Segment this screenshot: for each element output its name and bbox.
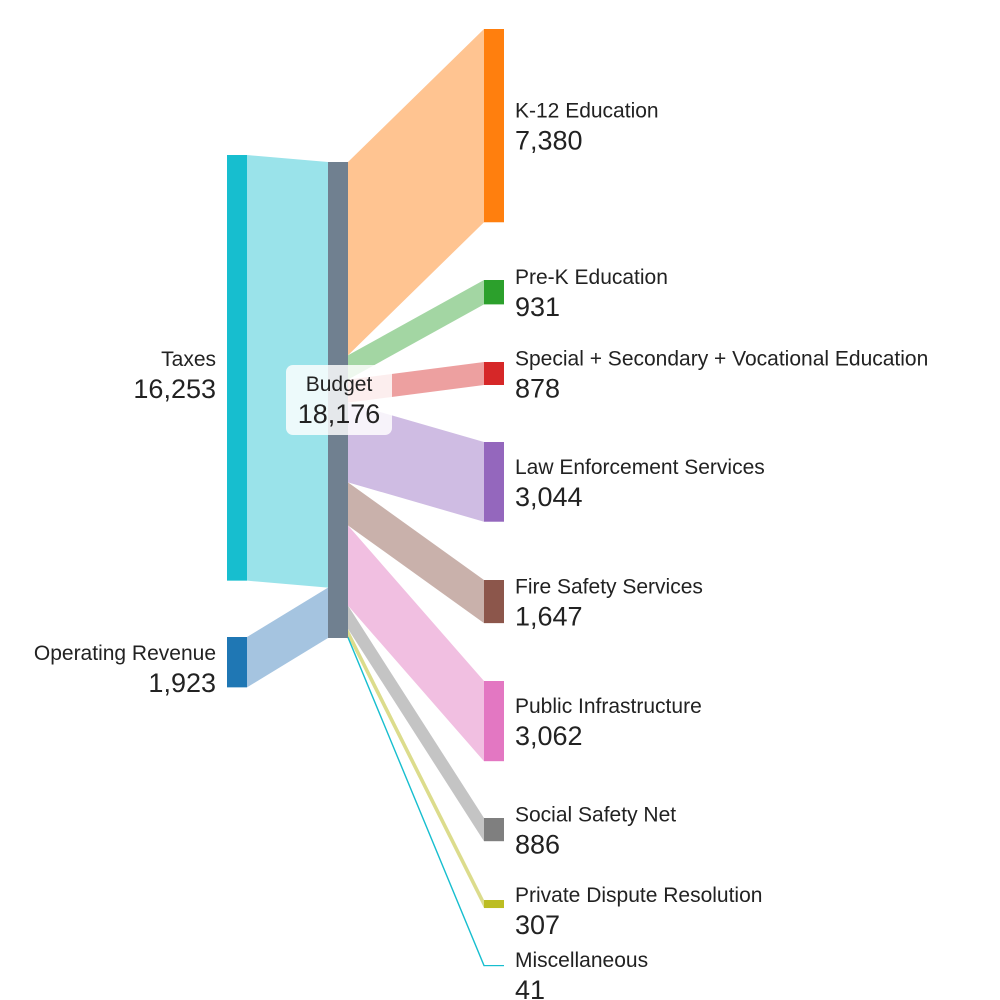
node-infra — [484, 681, 504, 762]
sankey-links — [247, 29, 485, 967]
label-law-value: 3,044 — [515, 482, 583, 512]
node-opr — [227, 637, 247, 688]
label-ssv-name: Special + Secondary + Vocational Educati… — [515, 347, 928, 370]
link-budget-to-social — [348, 605, 484, 842]
label-k12-value: 7,380 — [515, 126, 583, 156]
sankey-labels: Taxes 16,253 Operating Revenue 1,923 Budget 1… — [34, 100, 928, 1000]
label-fire-name: Fire Safety Services — [515, 576, 703, 599]
link-opr-to-budget — [247, 587, 328, 688]
label-infra-value: 3,062 — [515, 721, 583, 751]
label-budget-value: 18,176 — [298, 399, 381, 429]
node-fire — [484, 580, 504, 624]
link-budget-to-infra — [348, 525, 484, 762]
link-budget-to-k12 — [348, 29, 484, 356]
sankey-nodes — [227, 29, 504, 967]
label-opr-name: Operating Revenue — [34, 642, 216, 665]
label-prek-value: 931 — [515, 292, 560, 322]
node-social — [484, 818, 504, 842]
label-taxes-value: 16,253 — [133, 374, 216, 404]
label-fire-value: 1,647 — [515, 602, 583, 632]
node-law — [484, 442, 504, 522]
label-prek-name: Pre-K Education — [515, 266, 668, 289]
label-ssv-value: 878 — [515, 373, 560, 403]
node-k12 — [484, 29, 504, 223]
node-pdr — [484, 900, 504, 909]
label-social-value: 886 — [515, 830, 560, 860]
node-prek — [484, 280, 504, 305]
link-budget-to-prek — [348, 280, 484, 380]
budget-label-background — [286, 365, 392, 435]
link-budget-to-pdr — [348, 628, 484, 909]
node-misc — [484, 965, 504, 967]
label-social-name: Social Safety Net — [515, 804, 676, 827]
node-taxes — [227, 155, 247, 581]
label-infra-name: Public Infrastructure — [515, 695, 702, 718]
label-opr-value: 1,923 — [148, 668, 216, 698]
label-law-name: Law Enforcement Services — [515, 456, 765, 479]
link-budget-to-fire — [348, 482, 484, 624]
label-misc-name: Miscellaneous — [515, 949, 648, 972]
label-taxes-name: Taxes — [161, 348, 216, 371]
label-pdr-value: 307 — [515, 910, 560, 940]
label-pdr-name: Private Dispute Resolution — [515, 884, 762, 907]
label-budget-name: Budget — [306, 373, 373, 396]
node-ssv — [484, 362, 504, 385]
label-k12-name: K-12 Education — [515, 100, 659, 123]
label-misc-value: 41 — [515, 975, 545, 1000]
